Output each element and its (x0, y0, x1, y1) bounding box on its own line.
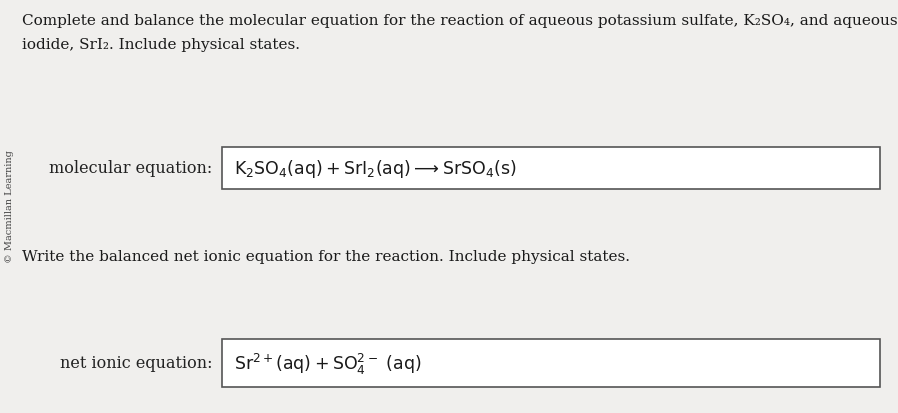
Text: © Macmillan Learning: © Macmillan Learning (5, 150, 14, 263)
Text: molecular equation:: molecular equation: (48, 160, 212, 177)
Bar (222, 339, 880, 387)
Text: $\mathregular{K_2SO_4(aq) + SrI_2(aq) \longrightarrow SrSO_4(s)}$: $\mathregular{K_2SO_4(aq) + SrI_2(aq) \l… (234, 158, 516, 180)
Bar (222, 147, 880, 190)
Text: Write the balanced net ionic equation for the reaction. Include physical states.: Write the balanced net ionic equation fo… (22, 249, 630, 263)
Text: $\mathregular{Sr^{2+}(aq) + SO_4^{2-}\ (aq)}$: $\mathregular{Sr^{2+}(aq) + SO_4^{2-}\ (… (234, 351, 421, 376)
Text: iodide, SrI₂. Include physical states.: iodide, SrI₂. Include physical states. (22, 38, 300, 52)
Text: Complete and balance the molecular equation for the reaction of aqueous potassiu: Complete and balance the molecular equat… (22, 14, 898, 28)
Text: net ionic equation:: net ionic equation: (59, 355, 212, 372)
